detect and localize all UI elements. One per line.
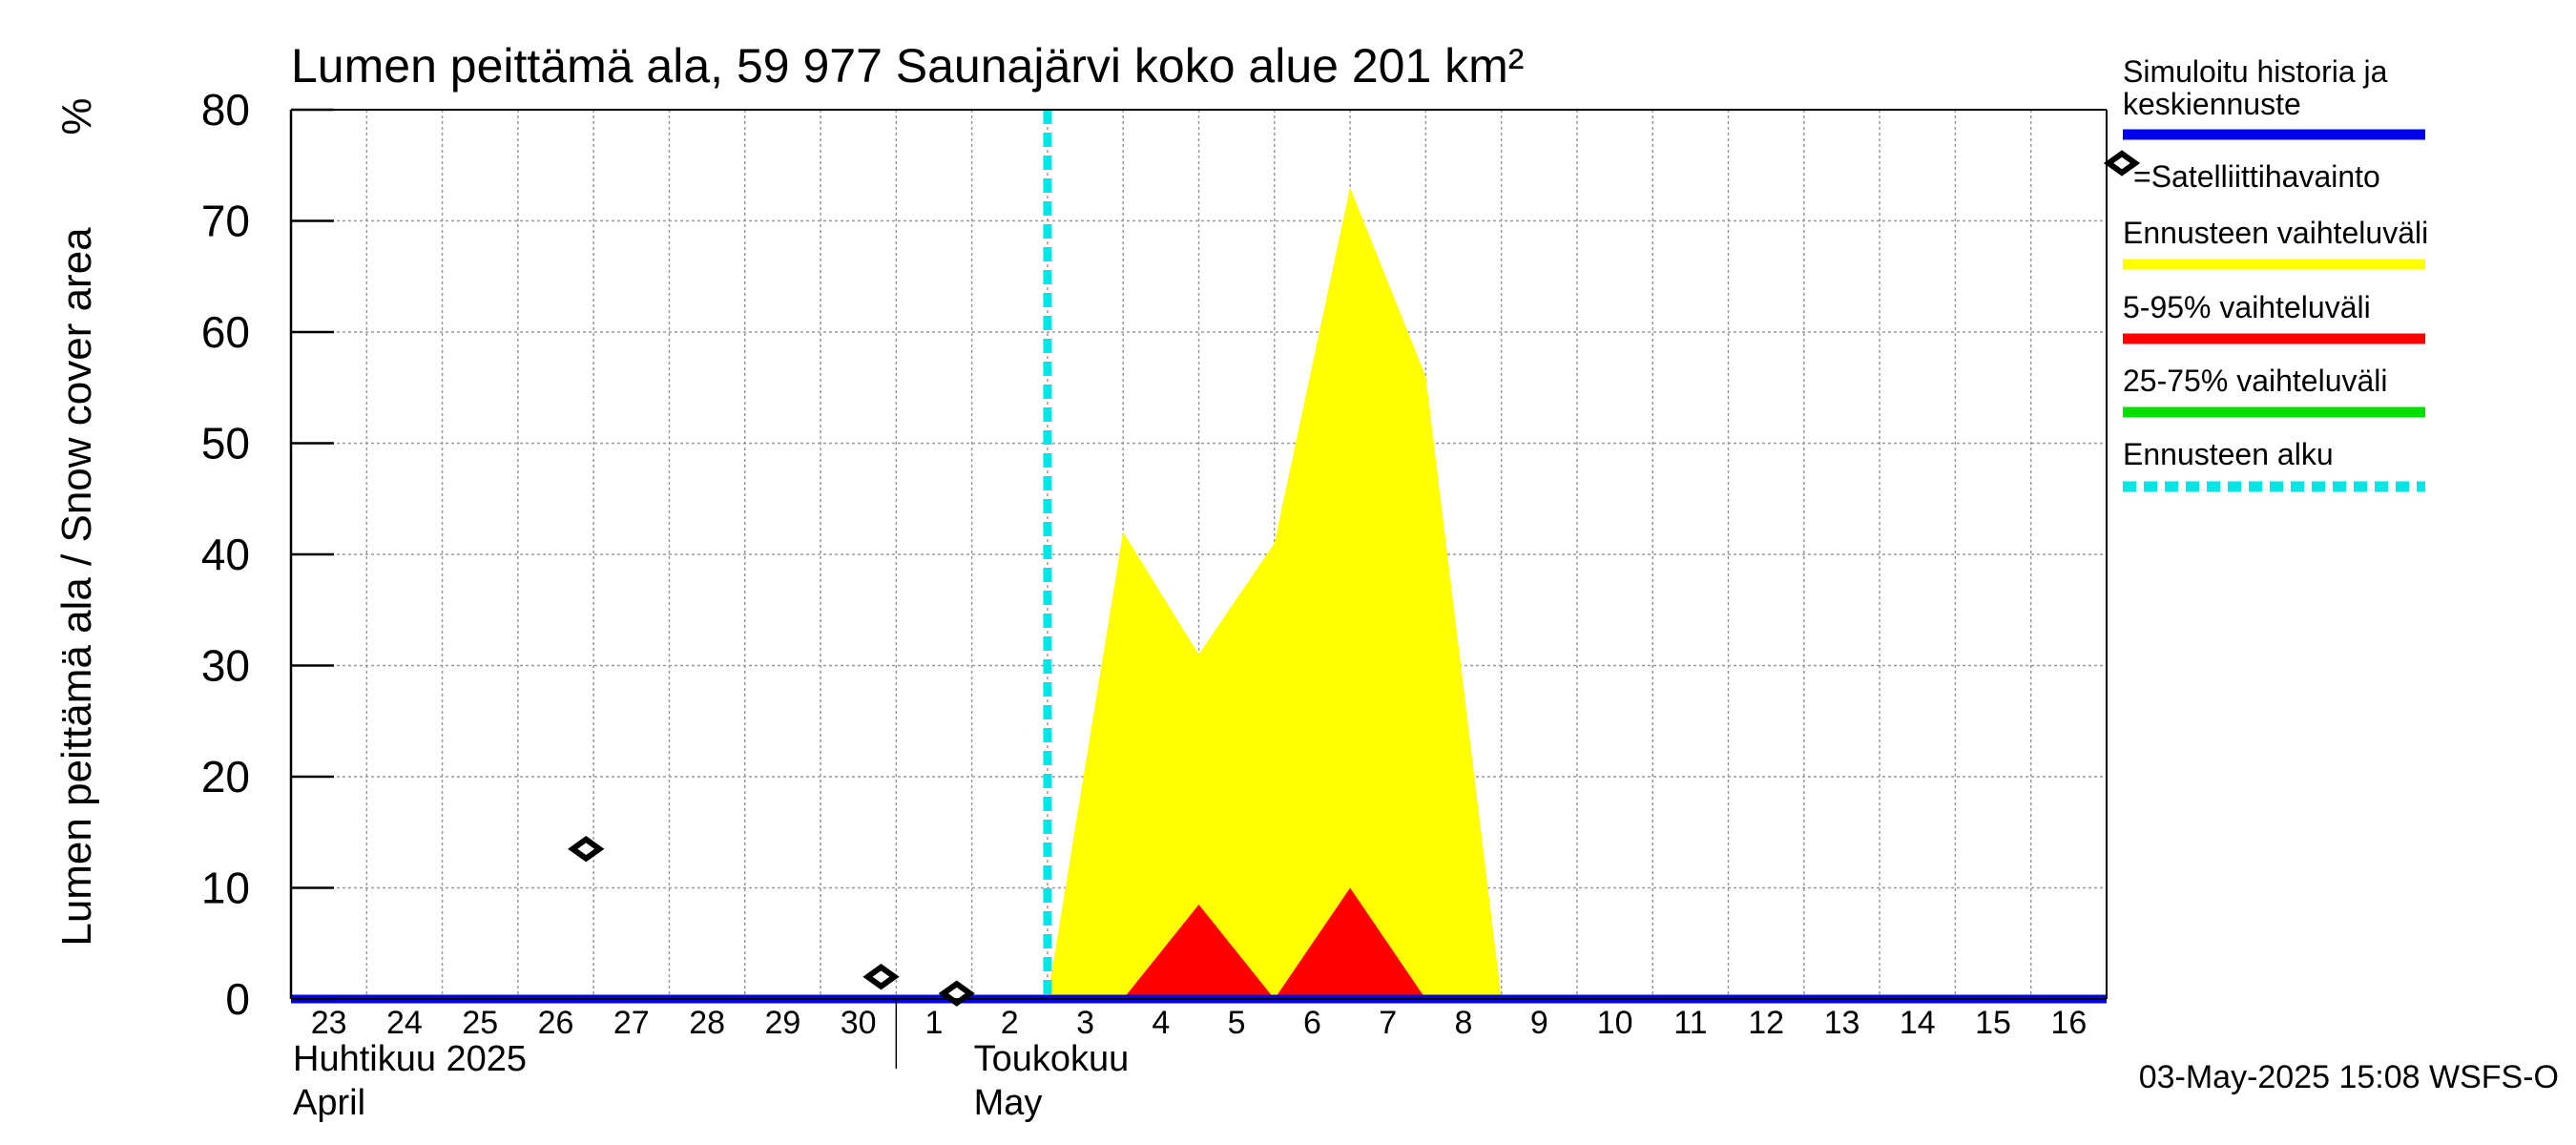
x-tick-label: 15 (1975, 1005, 2011, 1041)
x-tick-label: 2 (1001, 1005, 1019, 1041)
x-tick-label: 7 (1379, 1005, 1397, 1041)
y-axis-label: Lumen peittämä ala / Snow cover area (53, 227, 100, 947)
x-tick-label: 1 (925, 1005, 944, 1041)
x-tick-label: 28 (689, 1005, 725, 1041)
x-tick-label: 27 (613, 1005, 650, 1041)
x-tick-label: 9 (1530, 1005, 1548, 1041)
y-tick-label: 60 (201, 307, 250, 357)
legend-label: 25-75% vaihteluväli (2123, 364, 2388, 398)
x-tick-label: 11 (1673, 1005, 1707, 1041)
y-tick-label: 30 (201, 641, 250, 691)
x-tick-label: 13 (1824, 1005, 1860, 1041)
x-tick-label: 8 (1455, 1005, 1473, 1041)
legend-label: Ennusteen vaihteluväli (2123, 216, 2428, 250)
x-tick-label: 26 (538, 1005, 574, 1041)
plot-area (291, 109, 2107, 1007)
satellite-observation-point (568, 836, 605, 863)
x-tick-label: 4 (1152, 1005, 1170, 1041)
forecast-range-area (1047, 187, 1502, 1000)
range-5-95-area (1123, 887, 1426, 999)
x-tick-label: 14 (1900, 1005, 1936, 1041)
legend-diamond-icon (2103, 150, 2141, 177)
legend-label: =Satelliittihavainto (2133, 159, 2380, 194)
y-tick-label: 70 (201, 197, 250, 246)
satellite-observation-point (862, 964, 900, 990)
chart-title: Lumen peittämä ala, 59 977 Saunajärvi ko… (291, 39, 1524, 93)
x-tick-label: 12 (1748, 1005, 1784, 1041)
y-tick-label: 40 (201, 530, 250, 579)
x-tick-label: 23 (311, 1005, 347, 1041)
month-label-en: May (974, 1083, 1043, 1123)
y-tick-label: 80 (201, 85, 250, 135)
y-tick-label: 20 (201, 752, 250, 802)
month-label-fi: Huhtikuu 2025 (293, 1039, 527, 1079)
x-tick-label: 3 (1076, 1005, 1094, 1041)
x-tick-label: 10 (1597, 1005, 1633, 1041)
month-label-en: April (293, 1083, 365, 1123)
x-tick-label: 6 (1303, 1005, 1321, 1041)
x-tick-label: 25 (462, 1005, 498, 1041)
x-tick-label: 29 (764, 1005, 800, 1041)
y-tick-label: 50 (201, 419, 250, 468)
month-label-fi: Toukokuu (974, 1039, 1130, 1079)
legend-label: keskiennuste (2123, 87, 2301, 121)
x-tick-label: 16 (2050, 1005, 2087, 1041)
x-tick-label: 24 (386, 1005, 423, 1041)
legend-label: 5-95% vaihteluväli (2123, 290, 2371, 324)
timestamp: 03-May-2025 15:08 WSFS-O (2139, 1059, 2559, 1095)
x-tick-label: 5 (1228, 1005, 1246, 1041)
y-tick-label: 0 (225, 974, 250, 1024)
y-tick-label: 10 (201, 864, 250, 913)
legend-label: Ennusteen alku (2123, 437, 2334, 471)
y-axis-unit: % (53, 97, 100, 135)
x-tick-label: 30 (841, 1005, 877, 1041)
legend-label: Simuloitu historia ja (2123, 54, 2388, 89)
